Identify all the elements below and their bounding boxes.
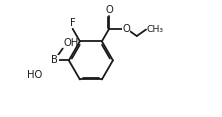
Text: F: F (70, 18, 75, 27)
Text: O: O (122, 24, 130, 34)
Text: HO: HO (28, 70, 43, 80)
Text: OH: OH (63, 38, 79, 48)
Text: O: O (105, 5, 113, 15)
Text: CH₃: CH₃ (147, 25, 164, 34)
Text: B: B (51, 55, 58, 65)
